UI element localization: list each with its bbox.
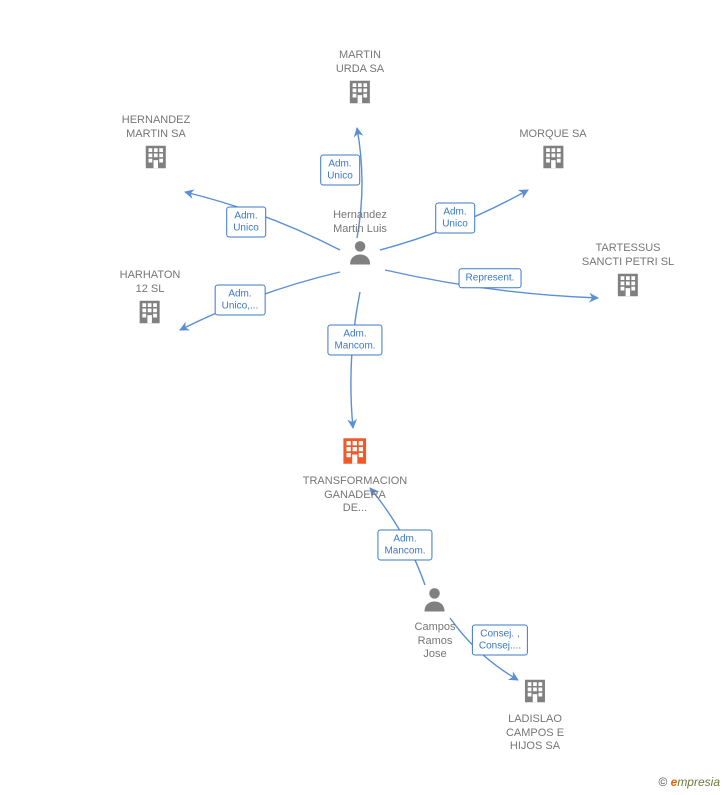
node-tartessus[interactable]: TARTESSUS SANCTI PETRI SL — [582, 240, 674, 304]
edge-label: Consej. , Consej.... — [472, 625, 528, 656]
watermark-rest: mpresia — [677, 775, 720, 789]
person-icon — [415, 584, 456, 619]
person-icon — [333, 237, 387, 272]
node-label: TARTESSUS SANCTI PETRI SL — [582, 242, 674, 270]
building-icon — [120, 297, 181, 332]
node-label: Hernandez Martin Luis — [333, 209, 387, 237]
edge-label: Adm. Unico — [226, 207, 266, 238]
node-label: MORQUE SA — [519, 128, 586, 142]
edge-label: Adm. Unico — [320, 155, 360, 186]
building-icon — [506, 676, 564, 711]
node-label: HERNANDEZ MARTIN SA — [122, 114, 190, 142]
node-martin_urda[interactable]: MARTIN URDA SA — [336, 47, 384, 111]
node-label: Campos Ramos Jose — [415, 621, 456, 662]
node-hernandez_luis[interactable]: Hernandez Martin Luis — [333, 207, 387, 271]
building-icon — [122, 142, 190, 177]
node-label: HARHATON 12 SL — [120, 269, 181, 297]
building-icon — [582, 270, 674, 305]
node-label: MARTIN URDA SA — [336, 49, 384, 77]
edge-line — [351, 292, 360, 428]
node-morque[interactable]: MORQUE SA — [519, 126, 586, 177]
diagram-canvas — [0, 0, 728, 795]
edge-label: Adm. Unico — [435, 203, 475, 234]
node-campos_jose[interactable]: Campos Ramos Jose — [415, 584, 456, 662]
edge-label: Represent. — [459, 268, 522, 288]
node-transformacion[interactable]: TRANSFORMACION GANADERA DE... — [303, 434, 408, 516]
node-hernandez_martin[interactable]: HERNANDEZ MARTIN SA — [122, 112, 190, 176]
edge-label: Adm. Mancom. — [377, 530, 432, 561]
node-ladislao[interactable]: LADISLAO CAMPOS E HIJOS SA — [506, 676, 564, 754]
building-icon — [303, 434, 408, 473]
copyright-symbol: © — [658, 775, 667, 789]
node-label: LADISLAO CAMPOS E HIJOS SA — [506, 713, 564, 754]
edge-label: Adm. Mancom. — [327, 325, 382, 356]
watermark: © empresia — [658, 775, 720, 789]
building-icon — [336, 77, 384, 112]
node-harhaton[interactable]: HARHATON 12 SL — [120, 267, 181, 331]
node-label: TRANSFORMACION GANADERA DE... — [303, 475, 408, 516]
building-icon — [519, 142, 586, 177]
edge-label: Adm. Unico,... — [215, 285, 266, 316]
